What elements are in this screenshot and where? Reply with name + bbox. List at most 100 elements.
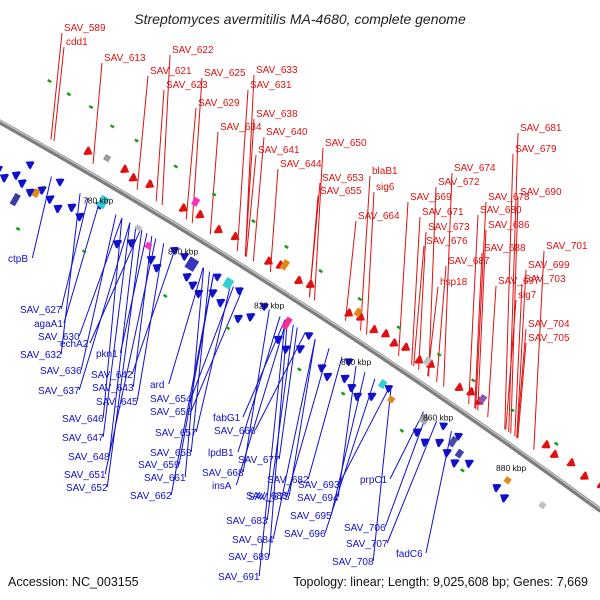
forward-gene-leader bbox=[477, 229, 487, 411]
forward-gene-label: SAV_625 bbox=[204, 68, 246, 79]
reverse-gene-leader bbox=[372, 389, 392, 562]
reverse-gene-arrow bbox=[55, 178, 65, 187]
forward-gene-label: SAV_688 bbox=[484, 243, 526, 254]
reverse-gene-arrow bbox=[295, 345, 305, 354]
reverse-gene-arrow bbox=[182, 273, 192, 282]
forward-gene-arrow bbox=[83, 146, 93, 156]
forward-gene-label: hsp18 bbox=[440, 277, 468, 288]
reverse-gene-leader bbox=[278, 327, 298, 460]
reverse-gene-label: SAV_684 bbox=[232, 535, 274, 546]
feature-block bbox=[353, 307, 363, 318]
rna-marker bbox=[66, 92, 72, 97]
reverse-gene-arrow bbox=[347, 383, 357, 393]
forward-gene-leader bbox=[508, 132, 519, 433]
forward-gene-arrow bbox=[263, 256, 273, 265]
forward-gene-arrow bbox=[389, 338, 399, 347]
forward-gene-label: SAV_640 bbox=[266, 127, 308, 138]
reverse-gene-arrow bbox=[454, 432, 463, 441]
reverse-gene-arrow bbox=[273, 335, 283, 345]
reverse-gene-arrow bbox=[53, 204, 63, 214]
feature-block bbox=[191, 196, 201, 207]
forward-gene-label: SAV_672 bbox=[438, 177, 480, 188]
feature-block bbox=[184, 256, 200, 272]
rna-marker bbox=[47, 78, 52, 84]
reverse-gene-leader bbox=[254, 332, 306, 431]
rna-marker bbox=[109, 124, 115, 129]
feature-block bbox=[9, 192, 21, 207]
reverse-gene-arrow bbox=[146, 255, 156, 265]
reverse-gene-label: SAV_636 bbox=[40, 366, 82, 377]
forward-gene-label: SAV_686 bbox=[488, 220, 530, 231]
reverse-gene-label: SAV_695 bbox=[290, 511, 332, 522]
forward-gene-label: SAV_680 bbox=[480, 205, 522, 216]
reverse-gene-arrow bbox=[170, 246, 179, 255]
reverse-gene-arrow bbox=[492, 484, 502, 493]
reverse-gene-arrow bbox=[37, 186, 47, 195]
forward-gene-leader bbox=[161, 54, 171, 205]
forward-gene-leader bbox=[487, 285, 497, 418]
forward-gene-leader bbox=[53, 46, 65, 142]
feature-block bbox=[454, 448, 465, 459]
rna-marker bbox=[251, 219, 256, 224]
reverse-gene-label: SAV_632 bbox=[20, 350, 62, 361]
reverse-gene-label: SAV_691 bbox=[218, 572, 260, 583]
rna-marker bbox=[211, 192, 217, 197]
forward-gene-leader bbox=[514, 283, 523, 437]
reverse-gene-arrow bbox=[304, 332, 314, 340]
accession-text: Accession: NC_003155 bbox=[8, 575, 139, 589]
rna-marker bbox=[173, 164, 179, 169]
forward-gene-label: SAV_641 bbox=[258, 145, 300, 156]
reverse-gene-arrow bbox=[353, 392, 363, 402]
reverse-gene-leader bbox=[102, 222, 131, 438]
reverse-gene-leader bbox=[190, 271, 211, 453]
forward-gene-leader bbox=[92, 62, 103, 164]
reverse-gene-arrow bbox=[412, 428, 423, 437]
reverse-gene-leader bbox=[266, 324, 294, 521]
reverse-gene-label: ctpB bbox=[8, 254, 28, 265]
reverse-gene-leader bbox=[106, 229, 143, 488]
forward-gene-arrow bbox=[120, 164, 130, 174]
forward-gene-arrow bbox=[293, 275, 304, 285]
forward-gene-label: SAV_697 bbox=[498, 276, 540, 287]
reverse-gene-label: SAV_682 bbox=[267, 475, 309, 486]
reverse-gene-arrow bbox=[420, 438, 430, 448]
forward-gene-label: SAV_676 bbox=[426, 236, 468, 247]
reverse-gene-arrow bbox=[25, 188, 35, 198]
rna-marker bbox=[88, 104, 94, 110]
forward-gene-label: SAV_701 bbox=[546, 241, 588, 252]
rna-marker bbox=[399, 428, 405, 433]
reverse-gene-label: SAV_662 bbox=[130, 491, 172, 502]
reverse-gene-arrow bbox=[180, 253, 189, 261]
reverse-gene-label: echA2 bbox=[60, 339, 89, 350]
scale-tick-label: 800 kbp bbox=[168, 247, 199, 257]
feature-block bbox=[279, 258, 291, 271]
forward-gene-leader bbox=[236, 89, 249, 252]
reverse-gene-leader bbox=[389, 411, 425, 480]
scale-tick-label: 880 kbp bbox=[496, 463, 527, 473]
forward-gene-leader bbox=[50, 32, 63, 140]
reverse-gene-leader bbox=[78, 222, 131, 391]
forward-gene-arrow bbox=[145, 179, 155, 189]
reverse-gene-leader bbox=[63, 204, 100, 324]
forward-gene-label: SAV_673 bbox=[428, 222, 470, 233]
reverse-gene-leader bbox=[60, 197, 89, 310]
feature-block bbox=[102, 153, 112, 163]
forward-gene-leader bbox=[436, 265, 447, 382]
feature-block bbox=[96, 194, 110, 210]
reverse-gene-arrow bbox=[442, 449, 452, 458]
reverse-gene-arrow bbox=[500, 494, 510, 503]
reverse-gene-arrow bbox=[112, 239, 123, 249]
reverse-gene-label: SAV_668 bbox=[202, 468, 244, 479]
forward-gene-arrow bbox=[195, 209, 205, 219]
reverse-gene-label: SAV_685 bbox=[246, 491, 288, 502]
feature-block bbox=[422, 356, 433, 367]
reverse-gene-label: prpC1 bbox=[360, 475, 388, 486]
forward-gene-label: SAV_622 bbox=[172, 45, 214, 56]
reverse-gene-leader bbox=[170, 273, 215, 496]
reverse-gene-arrow bbox=[194, 289, 204, 299]
rna-marker bbox=[318, 268, 323, 274]
reverse-gene-arrow bbox=[11, 171, 21, 181]
reverse-gene-label: SAV_637 bbox=[38, 386, 80, 397]
reverse-gene-arrow bbox=[67, 203, 77, 213]
reverse-gene-leader bbox=[136, 243, 165, 402]
